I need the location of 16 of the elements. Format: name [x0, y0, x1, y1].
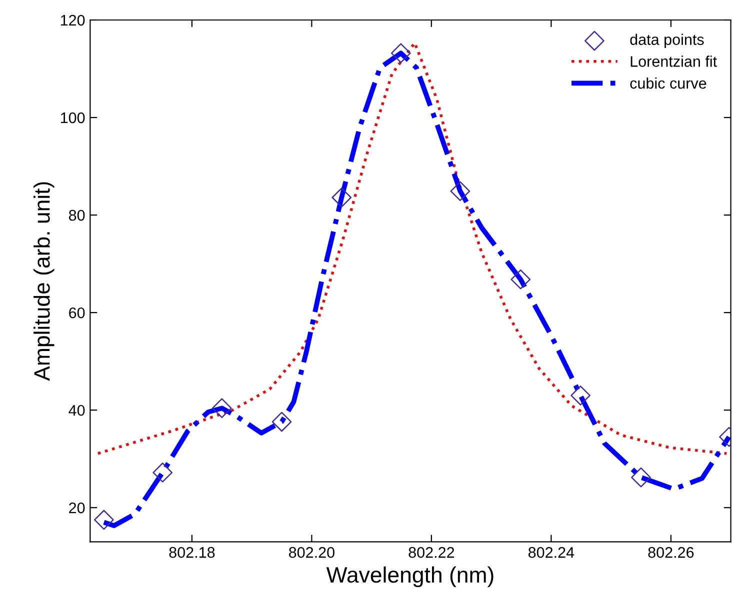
y-axis-title: Amplitude (arb. unit) — [34, 182, 54, 381]
y-tick-label: 80 — [68, 210, 85, 221]
x-tick-label: 802.22 — [408, 547, 454, 558]
x-tick-label: 802.18 — [169, 547, 215, 558]
x-tick-label: 802.26 — [648, 547, 694, 558]
legend-label: cubic curve — [630, 78, 706, 89]
x-axis-title: Wavelength (nm) — [326, 566, 494, 588]
x-tick-label: 802.24 — [528, 547, 574, 558]
y-tick-label: 60 — [69, 307, 85, 318]
y-tick-label: 40 — [68, 404, 85, 416]
legend-label: data points — [630, 34, 704, 48]
y-tick-label: 120 — [60, 14, 85, 26]
y-tick-label: 100 — [60, 112, 85, 124]
legend-label: Lorentzian fit — [630, 56, 717, 67]
x-tick-label: 802.20 — [288, 547, 334, 558]
y-tick-label: 20 — [69, 502, 85, 514]
